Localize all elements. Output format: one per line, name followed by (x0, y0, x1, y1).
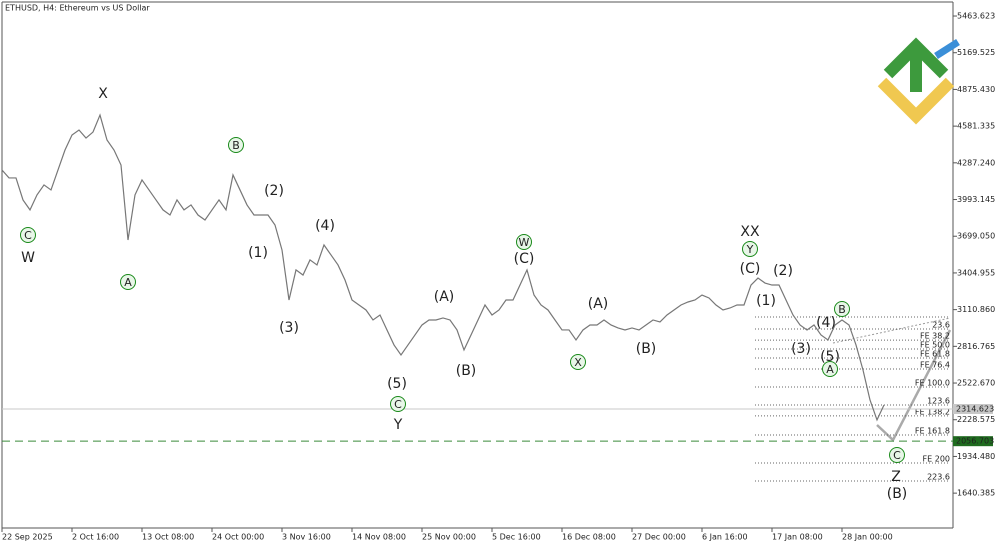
wave-label: (3) (279, 320, 299, 336)
y-tick-label: 4581.335 (957, 122, 995, 131)
wave-label: C (394, 398, 402, 411)
target-label: 2056.703 (956, 437, 994, 446)
fib-label: 23.6 (932, 320, 950, 329)
chart-title: ETHUSD, H4: Ethereum vs US Dollar (5, 4, 150, 13)
x-tick-label: 24 Oct 00:00 (212, 533, 264, 542)
projection (876, 329, 952, 443)
wave-label: A (826, 363, 834, 376)
current-price-box (953, 403, 993, 414)
wave-circle (120, 274, 136, 290)
wave-label: (4) (315, 218, 335, 234)
x-tick-label: 2 Oct 16:00 (72, 533, 119, 542)
y-tick-label: 3110.860 (957, 305, 995, 314)
fib-label: FE 200 (923, 454, 950, 463)
x-tick-label: 16 Dec 08:00 (562, 533, 616, 542)
y-tick-label: 5169.525 (957, 48, 995, 57)
current-price-label: 2314.623 (956, 404, 994, 413)
wave-label: W (21, 250, 35, 266)
wave-label: (B) (887, 486, 908, 502)
wave-label: Z (891, 469, 901, 485)
wave-label: C (24, 229, 32, 242)
wave-label: (1) (756, 293, 776, 309)
wave-circle (516, 234, 532, 250)
wave-label: Y (393, 417, 403, 433)
fib-label: FE 61.8 (920, 350, 950, 359)
x-tick-label: 13 Oct 08:00 (142, 533, 194, 542)
fib-label: FE 76.4 (920, 361, 950, 370)
x-tick-label: 14 Nov 08:00 (352, 533, 406, 542)
x-tick-label: 17 Jan 08:00 (772, 533, 823, 542)
y-tick-label: 3699.050 (957, 232, 995, 241)
x-tick-label: 3 Nov 16:00 (282, 533, 331, 542)
y-tick-label: 2228.575 (957, 415, 995, 424)
fib-label: FE 100.0 (915, 378, 950, 387)
x-tick-label: 6 Jan 16:00 (702, 533, 748, 542)
wave-label: (2) (264, 183, 284, 199)
wave-label: XX (740, 224, 760, 240)
y-tick-label: 2816.765 (957, 342, 995, 351)
wave-label: (2) (773, 263, 793, 279)
y-tick-label: 4287.240 (957, 158, 995, 167)
wave-label: B (232, 139, 240, 152)
fib-label: FE 138.2 (915, 407, 950, 416)
x-tick-label: 5 Dec 16:00 (492, 533, 541, 542)
x-tick-label: 28 Jan 00:00 (842, 533, 893, 542)
wave-circle (390, 396, 406, 412)
wave-label: (B) (456, 363, 477, 379)
wave-circle (742, 241, 758, 257)
y-tick-label: 1640.385 (957, 489, 995, 498)
wave-label: (B) (636, 341, 657, 357)
fib-label: FE 50.0 (920, 341, 950, 350)
wave-label: (1) (248, 245, 268, 261)
wave-label: (A) (434, 289, 455, 305)
fib-label: 123.6 (927, 396, 950, 405)
logo (877, 37, 960, 125)
wave-circle (834, 301, 850, 317)
x-tick-label: 27 Dec 00:00 (632, 533, 686, 542)
wave-label: B (838, 303, 846, 316)
wave-label: (5) (387, 376, 407, 392)
price-line (1, 113, 885, 422)
wave-label: (4) (816, 315, 836, 331)
y-tick-label: 3993.145 (957, 195, 995, 204)
target-box (953, 436, 993, 447)
wave-circle (228, 137, 244, 153)
y-tick-label: 1934.480 (957, 452, 995, 461)
wave-label: (3) (791, 341, 811, 357)
fib-label: FE 161.8 (915, 427, 950, 436)
wave-circle (889, 447, 905, 463)
y-tick-label: 2522.670 (957, 379, 995, 388)
wave-label: W (519, 236, 530, 249)
fib-label: FE 38.2 (920, 332, 950, 341)
y-tick-label: 5463.623 (957, 12, 995, 21)
wave-label: (A) (588, 296, 609, 312)
wave-label: A (124, 276, 132, 289)
y-tick-label: 4875.430 (957, 85, 995, 94)
wave-circle (20, 227, 36, 243)
x-tick-label: 25 Nov 00:00 (422, 533, 476, 542)
wave-label: (C) (514, 251, 535, 267)
x-tick-label: 22 Sep 2025 (2, 533, 53, 542)
wave-label: (C) (740, 261, 761, 277)
y-tick-label: 3404.955 (957, 268, 995, 277)
wave-label: X (574, 356, 582, 369)
wave-label: Y (746, 243, 754, 256)
wave-circle (822, 361, 838, 377)
wave-label: (5) (820, 349, 840, 365)
fib-label: 223.6 (927, 472, 950, 481)
wave-circle (570, 354, 586, 370)
wave-label: C (893, 449, 901, 462)
wave-label: X (98, 86, 108, 102)
